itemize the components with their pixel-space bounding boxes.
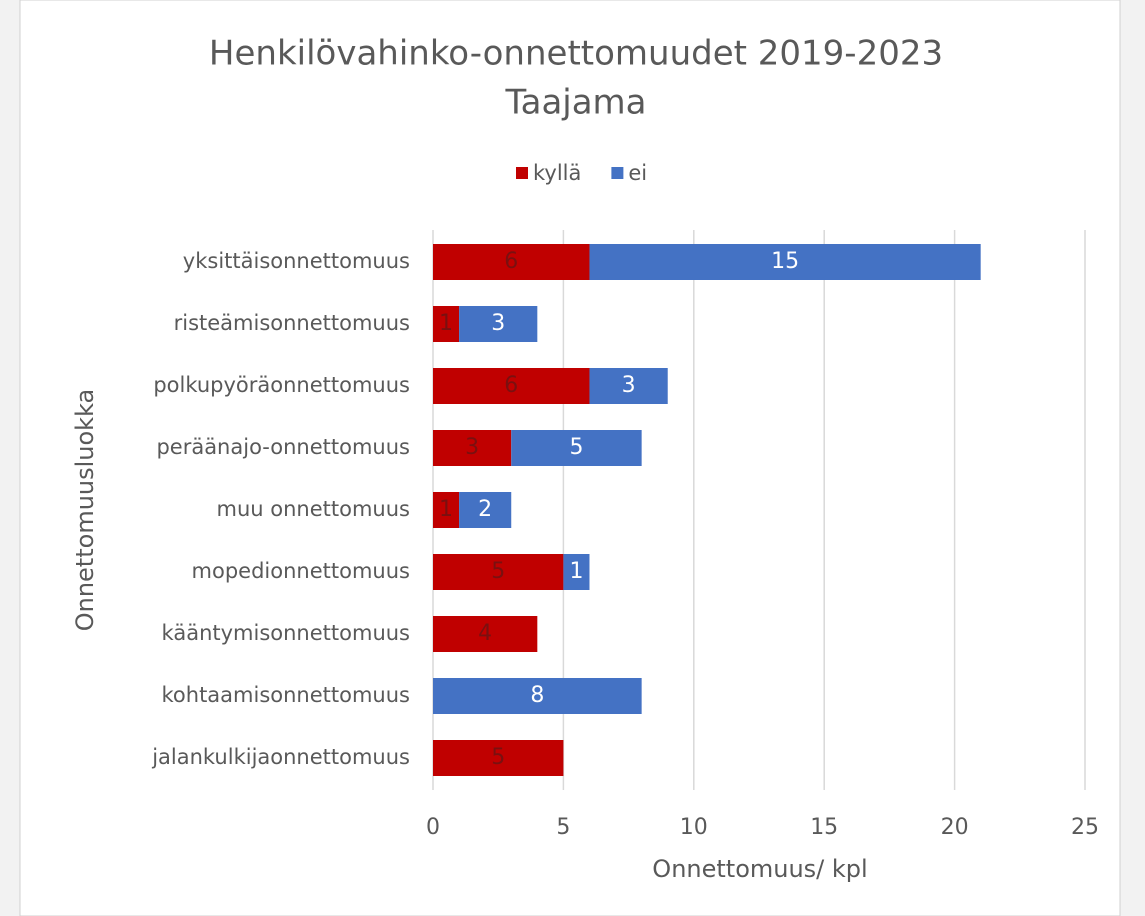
y-tick-label: jalankulkijaonnettomuus bbox=[151, 745, 410, 769]
y-tick-label: polkupyöräonnettomuus bbox=[153, 373, 410, 397]
x-tick-label: 10 bbox=[680, 815, 708, 840]
data-label: 1 bbox=[439, 497, 453, 522]
bar-segment bbox=[511, 430, 642, 466]
y-axis-label: Onnettomuusluokka bbox=[71, 389, 99, 632]
x-tick-label: 20 bbox=[941, 815, 969, 840]
x-tick-label: 0 bbox=[426, 815, 440, 840]
data-label: 2 bbox=[478, 497, 492, 522]
bar-segment bbox=[459, 492, 512, 528]
x-tick-label: 5 bbox=[556, 815, 570, 840]
y-tick-label: mopedionnettomuus bbox=[192, 559, 410, 583]
data-label: 6 bbox=[504, 373, 518, 398]
data-label: 1 bbox=[569, 559, 583, 584]
data-label: 5 bbox=[569, 435, 583, 460]
legend-label: kyllä bbox=[533, 161, 581, 185]
bar-segment bbox=[433, 492, 460, 528]
data-label: 4 bbox=[478, 621, 492, 646]
data-label: 3 bbox=[491, 311, 505, 336]
legend-swatch bbox=[516, 167, 528, 179]
data-label: 5 bbox=[491, 559, 505, 584]
bar-segment bbox=[433, 244, 590, 280]
data-label: 15 bbox=[771, 249, 799, 274]
data-label: 3 bbox=[465, 435, 479, 460]
y-tick-label: kohtaamisonnettomuus bbox=[162, 683, 411, 707]
x-tick-label: 25 bbox=[1071, 815, 1099, 840]
y-tick-label: risteämisonnettomuus bbox=[174, 311, 410, 335]
bar-segment bbox=[433, 430, 512, 466]
bar-segment bbox=[433, 554, 564, 590]
bar-segment bbox=[433, 306, 460, 342]
data-label: 8 bbox=[530, 683, 544, 708]
legend-label: ei bbox=[628, 161, 647, 185]
bar-segment bbox=[459, 306, 538, 342]
bar-segment bbox=[589, 368, 668, 404]
data-label: 1 bbox=[439, 311, 453, 336]
bar-segment bbox=[433, 740, 564, 776]
bar-segment bbox=[433, 368, 590, 404]
legend-swatch bbox=[611, 167, 624, 179]
chart-title: Henkilövahinko-onnettomuudet 2019-2023 bbox=[209, 34, 943, 74]
bar-segment bbox=[433, 678, 642, 714]
data-label: 3 bbox=[622, 373, 636, 398]
data-label: 5 bbox=[491, 745, 505, 770]
x-tick-label: 15 bbox=[810, 815, 838, 840]
y-tick-label: yksittäisonnettomuus bbox=[183, 249, 410, 273]
y-tick-label: kääntymisonnettomuus bbox=[162, 621, 410, 645]
y-tick-label: peräänajo-onnettomuus bbox=[156, 435, 410, 459]
y-tick-label: muu onnettomuus bbox=[217, 497, 410, 521]
bar-segment bbox=[433, 616, 538, 652]
bar-segment bbox=[589, 244, 981, 280]
x-axis-label: Onnettomuus/ kpl bbox=[652, 855, 867, 883]
chart-subtitle: Taajama bbox=[504, 83, 646, 123]
data-label: 6 bbox=[504, 249, 518, 274]
bar-segment bbox=[563, 554, 590, 590]
